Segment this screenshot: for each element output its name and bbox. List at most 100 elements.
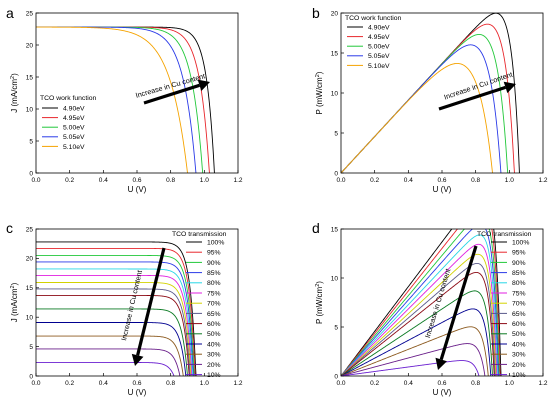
x-tick-label: 1.0 bbox=[505, 380, 514, 387]
legend-label: 4.95eV bbox=[368, 34, 390, 41]
x-tick-label: 1.2 bbox=[538, 380, 547, 387]
legend-label: 80% bbox=[512, 280, 526, 287]
legend-label: 40% bbox=[512, 341, 526, 348]
legend-label: 10% bbox=[207, 372, 221, 379]
y-tick-label: 0 bbox=[334, 373, 338, 380]
legend-label: 5.05eV bbox=[63, 134, 85, 141]
x-tick-label: 0.0 bbox=[31, 380, 40, 387]
y-tick-label: 20 bbox=[26, 256, 34, 263]
legend-label: 20% bbox=[512, 362, 526, 369]
series-line bbox=[36, 247, 196, 376]
legend-label: 85% bbox=[512, 270, 526, 277]
x-tick-label: 0.2 bbox=[65, 380, 74, 387]
x-tick-label: 1.0 bbox=[200, 380, 209, 387]
legend-label: 5.05eV bbox=[368, 53, 390, 60]
series-line bbox=[36, 275, 193, 376]
series-line bbox=[36, 26, 188, 173]
plot-area bbox=[36, 241, 197, 376]
y-tick-label: 5 bbox=[334, 324, 338, 331]
y-tick-label: 25 bbox=[26, 10, 34, 17]
legend-label: 30% bbox=[207, 352, 221, 359]
legend-label: 95% bbox=[512, 250, 526, 257]
legend-label: 60% bbox=[512, 321, 526, 328]
panel-d: d 0.0 0.2 0.4 0.6 0.8 1.0 1.2 0 5 10 15 U (V) P (mW/c… bbox=[312, 220, 548, 397]
legend-label: 50% bbox=[512, 331, 526, 338]
series-line bbox=[36, 288, 191, 376]
y-tick-label: 10 bbox=[331, 275, 339, 282]
x-tick-label: 0.8 bbox=[166, 380, 175, 387]
plot-frame bbox=[340, 12, 544, 174]
legend-label: 30% bbox=[512, 352, 526, 359]
legend-title: TCO transmission bbox=[477, 231, 532, 238]
y-axis-label: J (mA/cm2) bbox=[10, 73, 19, 113]
x-tick-label: 0.4 bbox=[99, 177, 108, 184]
x-axis-label: U (V) bbox=[128, 388, 147, 397]
series-line bbox=[36, 322, 187, 376]
plot-area bbox=[341, 13, 520, 173]
y-tick-label: 0 bbox=[334, 170, 338, 177]
series-line bbox=[341, 33, 509, 173]
legend-label: 75% bbox=[512, 290, 526, 297]
y-axis-label: J (mA/cm2) bbox=[10, 282, 19, 322]
legend-label: 5.10eV bbox=[63, 144, 85, 151]
series-line bbox=[36, 282, 192, 376]
x-tick-label: 0.2 bbox=[65, 177, 74, 184]
panel-letter: b bbox=[312, 5, 320, 21]
y-tick-label: 0 bbox=[29, 373, 33, 380]
x-tick-label: 0.4 bbox=[404, 177, 413, 184]
legend-label: 85% bbox=[207, 270, 221, 277]
x-axis-label: U (V) bbox=[128, 185, 147, 194]
plot-area bbox=[341, 229, 502, 376]
series-line bbox=[36, 261, 194, 376]
annotation-arrowhead bbox=[503, 81, 516, 94]
panel-letter: c bbox=[6, 220, 13, 236]
series-line bbox=[341, 360, 480, 376]
y-tick-label: 15 bbox=[26, 285, 34, 292]
panel-a: a 0.0 0.2 0.4 0.6 0.8 1.0 1.2 0 5 10 15 20 25 U (V) J (… bbox=[6, 5, 243, 194]
panel-letter: d bbox=[312, 220, 320, 236]
series-line bbox=[36, 268, 194, 376]
legend-label: 65% bbox=[512, 311, 526, 318]
series-line bbox=[341, 253, 497, 376]
y-tick-label: 5 bbox=[334, 130, 338, 137]
annotation-arrowhead bbox=[131, 353, 144, 366]
legend-label: 90% bbox=[207, 260, 221, 267]
x-tick-label: 0.6 bbox=[437, 380, 446, 387]
panel-c: c 0.0 0.2 0.4 0.6 0.8 1.0 1.2 0 5 10 15 20 25 U (V) J (… bbox=[6, 220, 243, 397]
annotation-arrow bbox=[143, 83, 201, 105]
panel-letter: a bbox=[6, 5, 14, 21]
legend-label: 4.95eV bbox=[63, 115, 85, 122]
legend-label: 5.10eV bbox=[368, 63, 390, 70]
y-tick-label: 25 bbox=[26, 226, 34, 233]
series-line bbox=[341, 326, 489, 376]
series-line bbox=[36, 348, 181, 376]
series-line bbox=[341, 229, 502, 376]
plot-frame bbox=[340, 228, 544, 377]
legend-label: 20% bbox=[207, 362, 221, 369]
x-tick-label: 0.2 bbox=[370, 380, 379, 387]
legend-label: 5.00eV bbox=[63, 125, 85, 132]
series-line bbox=[341, 290, 493, 376]
series-line bbox=[36, 241, 197, 376]
plot-frame bbox=[35, 228, 239, 377]
legend-label: 5.00eV bbox=[368, 44, 390, 51]
y-tick-label: 5 bbox=[29, 138, 33, 145]
x-tick-label: 1.2 bbox=[233, 380, 242, 387]
series-line bbox=[341, 343, 486, 376]
series-line bbox=[341, 229, 500, 376]
series-line bbox=[36, 294, 190, 376]
legend-label: 10% bbox=[512, 372, 526, 379]
x-tick-label: 0.6 bbox=[132, 380, 141, 387]
panel-b: b 0.0 0.2 0.4 0.6 0.8 1.0 1.2 0 5 10 15 20 U (V) P (mW… bbox=[312, 5, 548, 194]
series-line bbox=[36, 255, 195, 376]
series-line bbox=[36, 335, 184, 376]
annotation-arrowhead bbox=[197, 79, 210, 92]
y-tick-label: 15 bbox=[331, 226, 339, 233]
legend-label: 80% bbox=[207, 280, 221, 287]
legend-label: 100% bbox=[207, 239, 224, 246]
annotation-arrow bbox=[438, 85, 507, 111]
x-tick-label: 0.8 bbox=[166, 177, 175, 184]
x-tick-label: 0.0 bbox=[336, 177, 345, 184]
legend-label: 70% bbox=[512, 301, 526, 308]
plot-frame bbox=[35, 12, 239, 174]
